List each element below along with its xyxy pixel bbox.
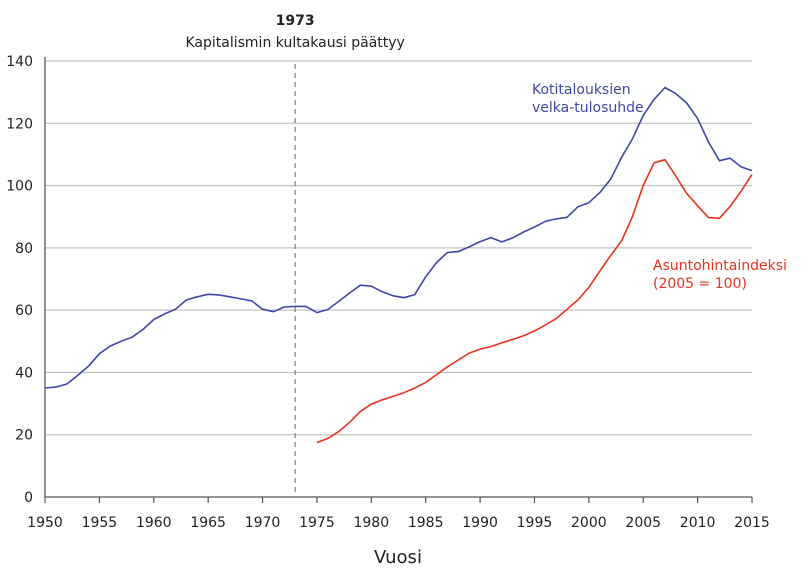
x-tick-label: 1950 (27, 515, 63, 531)
y-tick-label: 40 (15, 365, 33, 381)
x-axis-label: Vuosi (374, 547, 422, 568)
series-line-house-price-index (317, 160, 752, 443)
series-label-debt-line2: velka-tulosuhde (532, 100, 644, 116)
x-tick-label: 1955 (82, 515, 118, 531)
x-tick-label: 2005 (625, 515, 661, 531)
x-tick-label: 2000 (571, 515, 607, 531)
x-tick-label: 1965 (190, 515, 226, 531)
series-line-debt-income-ratio (45, 88, 752, 389)
series-label-price-line1: Asuntohintaindeksi (653, 258, 787, 274)
gridlines (45, 61, 752, 435)
x-tick-label: 1995 (517, 515, 553, 531)
series-lines (45, 87, 752, 442)
x-tick-label: 2015 (734, 515, 770, 531)
x-tick-label: 1980 (353, 515, 389, 531)
x-tick-label: 1960 (136, 515, 172, 531)
x-axis: 1950 1955 1960 1965 1970 1975 1980 1985 1990 1995… (27, 497, 770, 531)
y-tick-label: 140 (6, 54, 33, 70)
x-tick-label: 1975 (299, 515, 335, 531)
x-tick-label: 1990 (462, 515, 498, 531)
x-tick-label: 1970 (245, 515, 281, 531)
x-tick-label: 1985 (408, 515, 444, 531)
y-axis: 0 20 40 60 80 100 120 140 (6, 54, 45, 506)
y-tick-label: 60 (15, 303, 33, 319)
series-label-debt-line1: Kotitalouksien (532, 82, 631, 98)
y-tick-label: 80 (15, 241, 33, 257)
y-tick-label: 120 (6, 116, 33, 132)
series-label-price-line2: (2005 = 100) (653, 276, 747, 292)
annotation-text: Kapitalismin kultakausi päättyy (185, 35, 404, 51)
annotation-year: 1973 (276, 13, 315, 29)
x-tick-label: 2010 (680, 515, 716, 531)
y-tick-label: 100 (6, 179, 33, 195)
y-tick-label: 0 (24, 490, 33, 506)
y-tick-label: 20 (15, 428, 33, 444)
